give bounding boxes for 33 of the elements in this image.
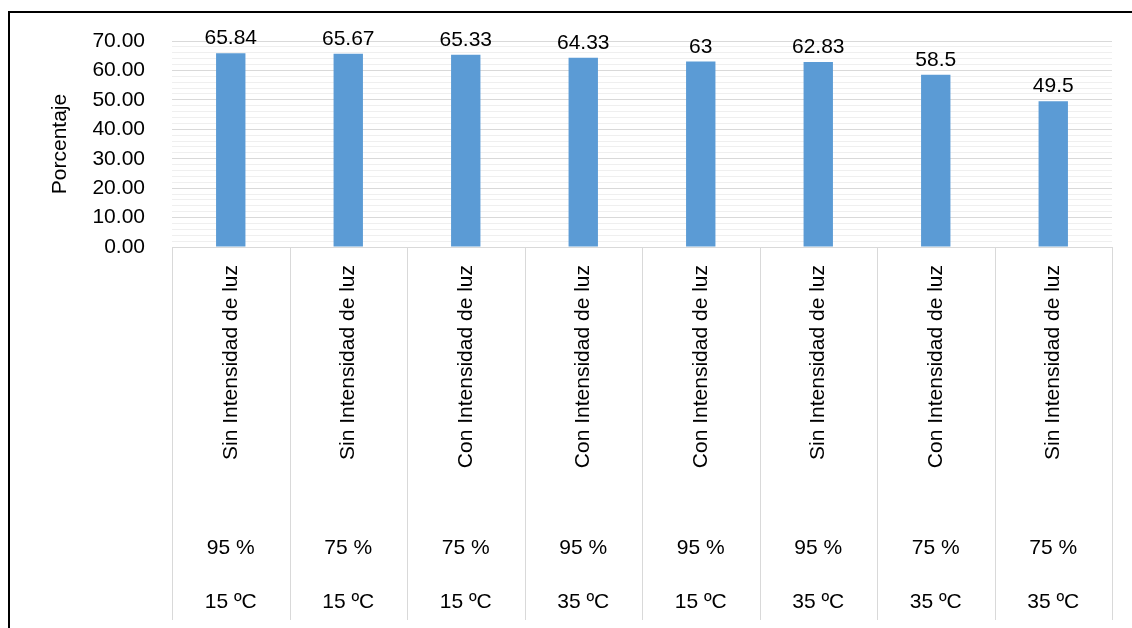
bar	[803, 62, 833, 247]
category-label: Sin Intensidad de luz 75 % 35 ºC	[1027, 265, 1080, 612]
bar	[451, 54, 481, 247]
bar	[216, 53, 246, 247]
bar	[686, 61, 716, 247]
data-label: 65.33	[439, 26, 493, 50]
data-label: 65.67	[321, 25, 375, 49]
category-label: Con Intensidad de luz 95 % 35 ºC	[557, 265, 610, 612]
y-tick-label: 50.00	[92, 86, 145, 110]
data-label: 65.84	[204, 25, 258, 49]
y-tick-label: 20.00	[92, 174, 145, 198]
category-label: Con Intensidad de luz 95 % 15 ºC	[674, 265, 727, 612]
y-tick-label: 40.00	[92, 116, 145, 140]
category-label: Con Intensidad de luz 75 % 35 ºC	[909, 265, 962, 612]
data-label: 58.5	[915, 46, 957, 70]
bar	[568, 57, 598, 247]
y-tick-label: 30.00	[92, 145, 145, 169]
data-label: 64.33	[556, 29, 610, 53]
data-label: 49.5	[1032, 73, 1074, 97]
y-tick-label: 0.00	[104, 233, 145, 257]
y-axis-title: Porcentaje	[47, 93, 71, 195]
bar	[1038, 101, 1068, 247]
y-tick-label: 70.00	[92, 27, 145, 51]
data-label: 63	[689, 33, 713, 57]
y-tick-label: 10.00	[92, 204, 145, 228]
bar	[921, 74, 951, 247]
category-label: Sin Intensidad de luz 75 % 15 ºC	[322, 265, 375, 612]
category-label: Con Intensidad de luz 75 % 15 ºC	[439, 265, 492, 612]
y-tick-label: 60.00	[92, 57, 145, 81]
bar	[333, 53, 363, 247]
category-label: Sin Intensidad de luz 95 % 15 ºC	[204, 265, 257, 612]
category-label: Sin Intensidad de luz 95 % 35 ºC	[792, 265, 845, 612]
data-label: 62.83	[791, 34, 845, 58]
